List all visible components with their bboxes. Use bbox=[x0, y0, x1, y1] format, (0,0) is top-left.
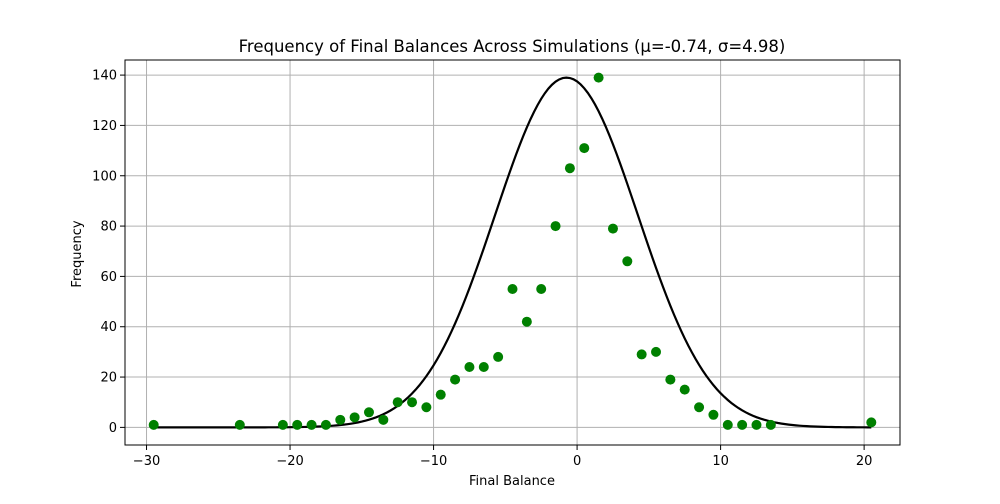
data-point bbox=[478, 361, 489, 372]
data-point bbox=[363, 407, 374, 418]
data-point bbox=[507, 283, 518, 294]
data-point bbox=[464, 361, 475, 372]
data-point bbox=[636, 349, 647, 360]
data-point bbox=[234, 419, 245, 430]
data-point bbox=[335, 414, 346, 425]
y-tick-label: 80 bbox=[100, 220, 117, 235]
data-point bbox=[392, 397, 403, 408]
data-point bbox=[277, 419, 288, 430]
data-point bbox=[651, 346, 662, 357]
grid bbox=[125, 60, 900, 445]
data-point bbox=[435, 389, 446, 400]
data-point bbox=[421, 402, 432, 413]
data-point bbox=[751, 419, 762, 430]
plot-area bbox=[124, 59, 901, 446]
data-point bbox=[765, 419, 776, 430]
data-point bbox=[694, 402, 705, 413]
x-axis: −30 −20 −10 0 10 20 bbox=[133, 445, 873, 469]
data-point bbox=[866, 417, 877, 428]
x-tick-label: −10 bbox=[420, 454, 447, 469]
data-point bbox=[593, 72, 604, 83]
x-tick-label: −20 bbox=[276, 454, 303, 469]
data-point bbox=[148, 419, 159, 430]
data-point bbox=[521, 316, 532, 327]
data-point bbox=[378, 414, 389, 425]
data-point bbox=[737, 419, 748, 430]
x-tick-label: 10 bbox=[712, 454, 729, 469]
data-point bbox=[665, 374, 676, 385]
data-point bbox=[306, 419, 317, 430]
data-point bbox=[450, 374, 461, 385]
y-tick-label: 40 bbox=[100, 320, 117, 335]
data-point bbox=[536, 283, 547, 294]
x-tick-label: 0 bbox=[573, 454, 581, 469]
data-point bbox=[320, 419, 331, 430]
x-axis-label: Final Balance bbox=[469, 474, 555, 489]
data-points bbox=[148, 72, 877, 430]
data-point bbox=[579, 143, 590, 154]
fit-curve bbox=[153, 76, 872, 429]
x-tick-label: 20 bbox=[856, 454, 873, 469]
normal-fit-line bbox=[153, 76, 872, 429]
data-point bbox=[679, 384, 690, 395]
y-tick-label: 120 bbox=[92, 119, 117, 134]
y-tick-label: 60 bbox=[100, 270, 117, 285]
y-axis: 0 20 40 60 80 100 120 140 bbox=[92, 69, 125, 436]
data-point bbox=[564, 163, 575, 174]
y-tick-label: 0 bbox=[109, 421, 117, 436]
data-point bbox=[708, 409, 719, 420]
y-axis-label: Frequency bbox=[70, 220, 85, 287]
data-point bbox=[349, 412, 360, 423]
x-tick-label: −30 bbox=[133, 454, 160, 469]
y-tick-label: 140 bbox=[92, 69, 117, 84]
data-point bbox=[550, 221, 561, 232]
y-tick-label: 100 bbox=[92, 169, 117, 184]
data-point bbox=[493, 351, 504, 362]
data-point bbox=[607, 223, 618, 234]
chart-title: Frequency of Final Balances Across Simul… bbox=[239, 37, 786, 56]
data-point bbox=[407, 397, 418, 408]
data-point bbox=[622, 256, 633, 267]
data-point bbox=[292, 419, 303, 430]
data-point bbox=[722, 419, 733, 430]
y-tick-label: 20 bbox=[100, 371, 117, 386]
